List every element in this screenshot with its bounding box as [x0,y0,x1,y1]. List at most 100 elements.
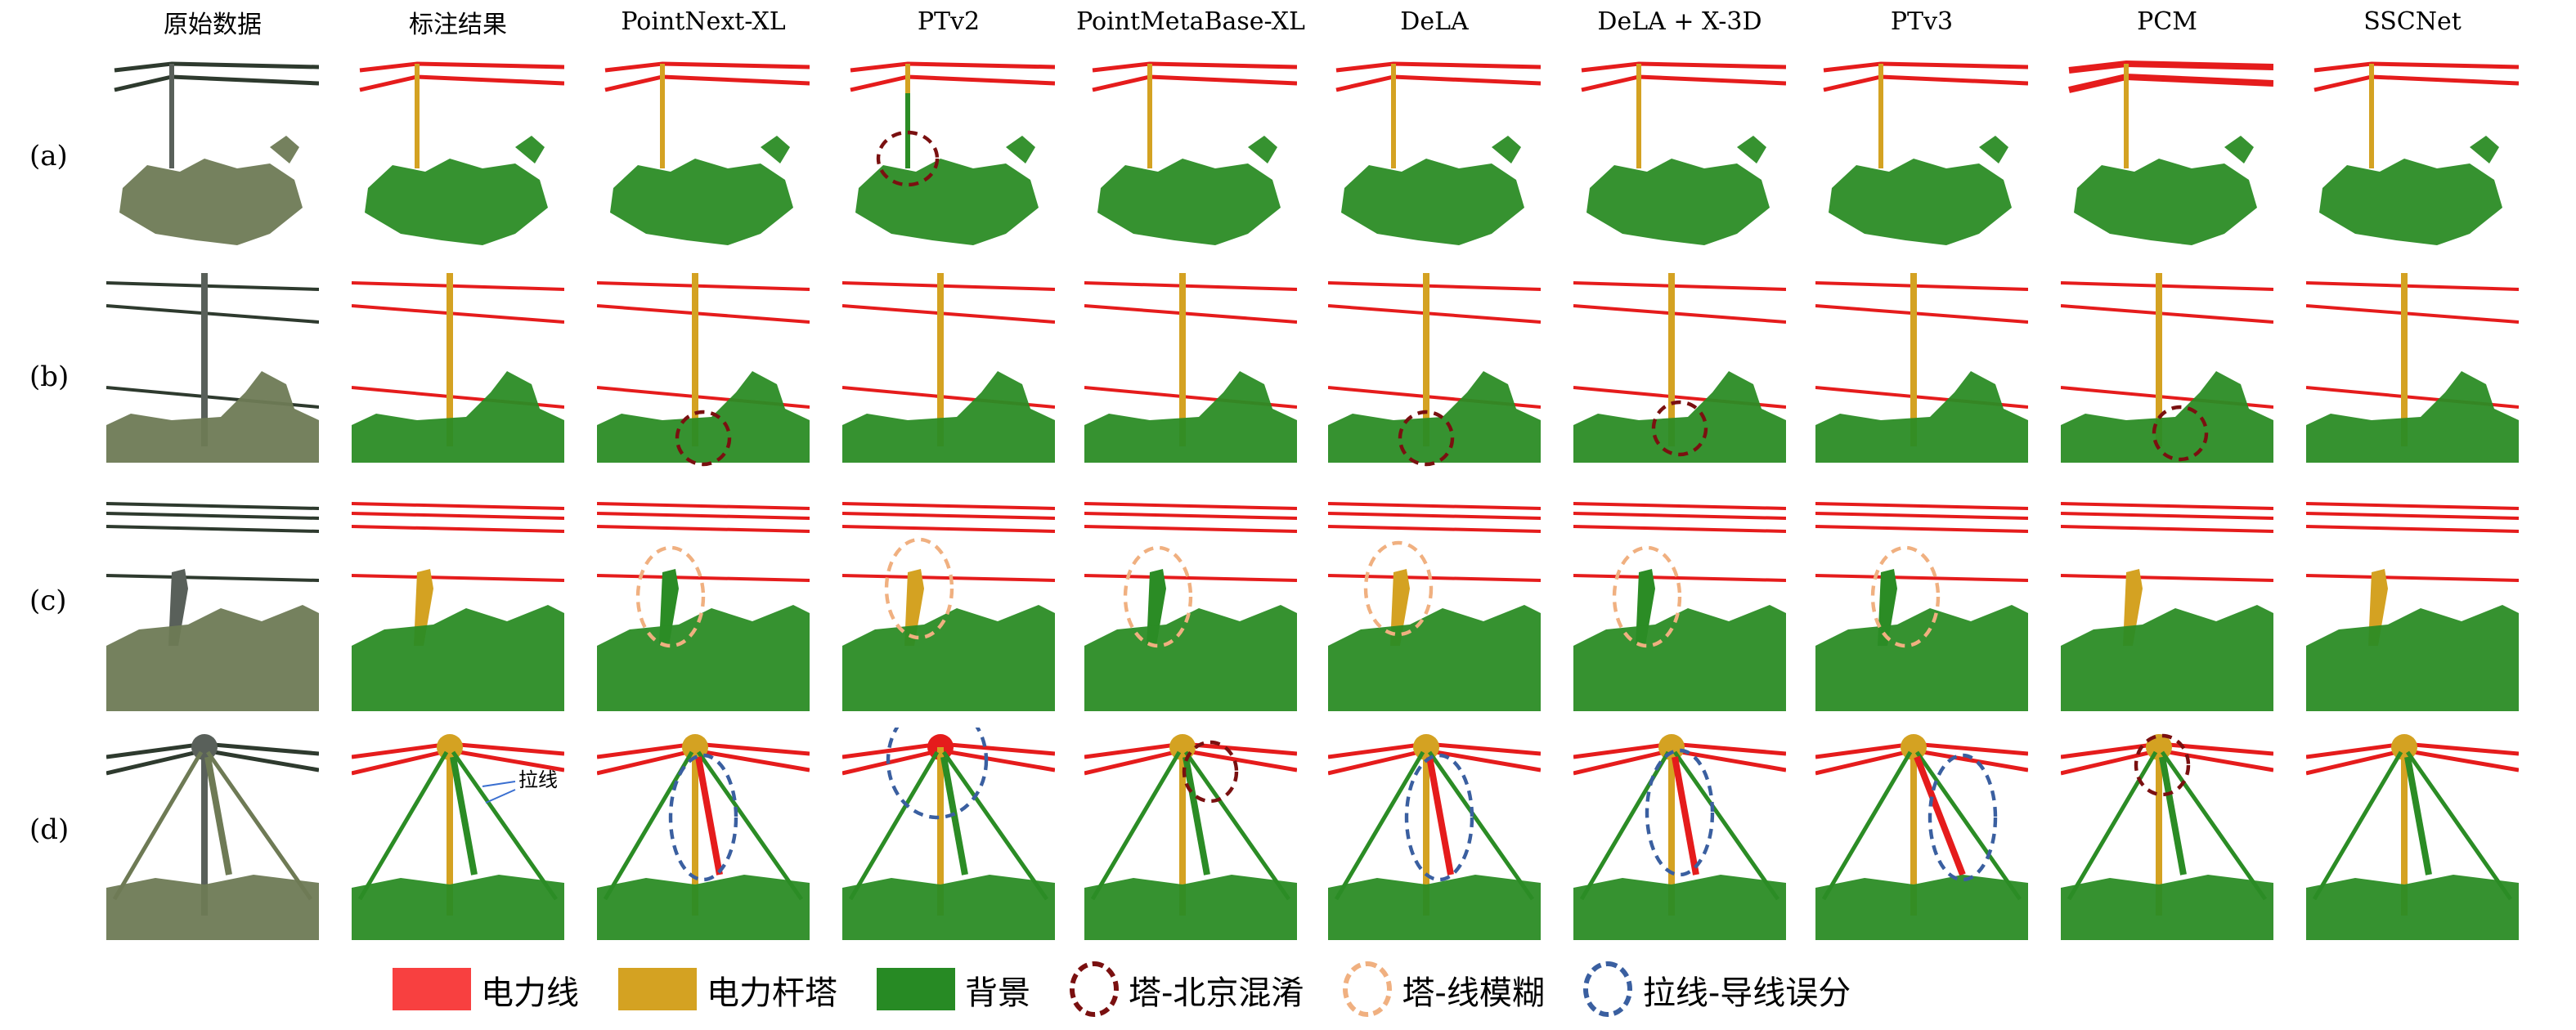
guy-wire [357,750,449,901]
legend: 电力线 电力杆塔 背景 塔-北京混淆 塔-线模糊 拉线-导线误分 [393,961,1874,1017]
background-ground [2306,875,2519,940]
power-line [1328,304,1541,324]
background-vegetation [2306,605,2519,711]
background-vegetation [2224,136,2254,163]
background-vegetation [2074,159,2257,245]
point-cloud-panel [1815,270,2028,490]
guy-wire [1183,756,1210,876]
guy-wire [1183,750,1291,901]
point-cloud [106,273,319,463]
background-vegetation [1084,605,1297,711]
point-cloud [1581,61,1786,245]
power-line [604,61,810,73]
column-header: DeLA + X-3D [1597,7,1762,36]
point-cloud-panel [1573,270,1786,490]
point-cloud [1573,273,1786,463]
power-line [1084,574,1297,582]
point-cloud-panel [597,270,810,490]
background-vegetation [2306,371,2519,463]
background-vegetation [842,371,1055,463]
guy-wire [1672,756,1699,876]
point-cloud [597,734,810,940]
point-cloud [604,61,810,245]
legend-item: 塔-线模糊 [1343,961,1545,1017]
background-vegetation [1328,371,1541,463]
power-line [2061,512,2273,520]
error-ellipse [886,728,989,820]
power-line [2306,574,2519,582]
power-line [359,74,564,92]
power-line [1084,281,1297,291]
point-cloud-panel [352,270,564,490]
point-cloud [1092,61,1297,245]
power-line [106,525,319,533]
point-cloud-panel [842,728,1055,940]
point-cloud-panel [106,57,319,262]
point-cloud-panel [2061,270,2273,490]
column-header: 原始数据 [163,10,262,39]
background-vegetation [2061,605,2273,711]
point-cloud-panel [1084,490,1297,719]
guy-wire [848,750,940,901]
column-header: DeLA [1400,7,1469,36]
point-cloud-panel [106,490,319,719]
legend-ellipse-icon [1070,961,1119,1017]
point-cloud-panel [2306,490,2519,719]
error-ellipse [1398,410,1455,467]
arrow [482,781,516,787]
error-ellipse [2152,405,2209,462]
background-vegetation [597,371,810,463]
background-vegetation [2319,159,2502,245]
point-cloud-panel [352,57,564,262]
guy-wire [940,756,968,876]
point-cloud [2313,61,2519,245]
power-line [1815,574,2028,582]
power-line [106,574,319,582]
guy-wire [1427,750,1535,901]
background-vegetation [1341,159,1524,245]
power-line [1328,281,1541,291]
guy-wire [1426,756,1454,876]
power-line [352,512,564,520]
point-cloud [850,61,1055,245]
power-line [352,574,564,582]
point-cloud [1815,502,2028,711]
point-cloud [842,728,1055,940]
power-line [842,502,1055,510]
background-vegetation [119,159,303,245]
column-header: PTv2 [917,7,981,36]
point-cloud [352,273,564,463]
power-line [1581,61,1786,73]
power-line [1335,61,1541,73]
point-cloud-panel [106,270,319,490]
legend-ellipse-icon [1583,961,1633,1017]
power-line [114,74,319,92]
point-cloud [2061,733,2273,940]
error-ellipse [1612,545,1682,648]
column-header: PTv3 [1890,7,1954,36]
guy-wire [2160,750,2268,901]
power-line [2306,525,2519,533]
guy-wire [204,756,232,876]
power-line [114,61,319,73]
error-ellipse [876,130,940,187]
power-line [106,304,319,324]
point-cloud [106,502,319,711]
power-line [842,281,1055,291]
legend-label: 电力杆塔 [707,972,837,1011]
power-line [597,525,810,533]
background-vegetation [365,159,548,245]
power-line [2313,61,2519,73]
guy-wire [1821,750,1913,901]
background-ground [842,875,1055,940]
point-cloud-panel [842,490,1055,719]
background-ground [352,875,564,940]
point-cloud-panel [597,490,810,719]
point-cloud [2306,734,2519,940]
power-line [850,61,1055,73]
background-vegetation [352,371,564,463]
background-ground [1084,875,1297,940]
background-ground [1573,875,1786,940]
row-label: (d) [29,814,70,847]
error-ellipse [1651,400,1708,457]
